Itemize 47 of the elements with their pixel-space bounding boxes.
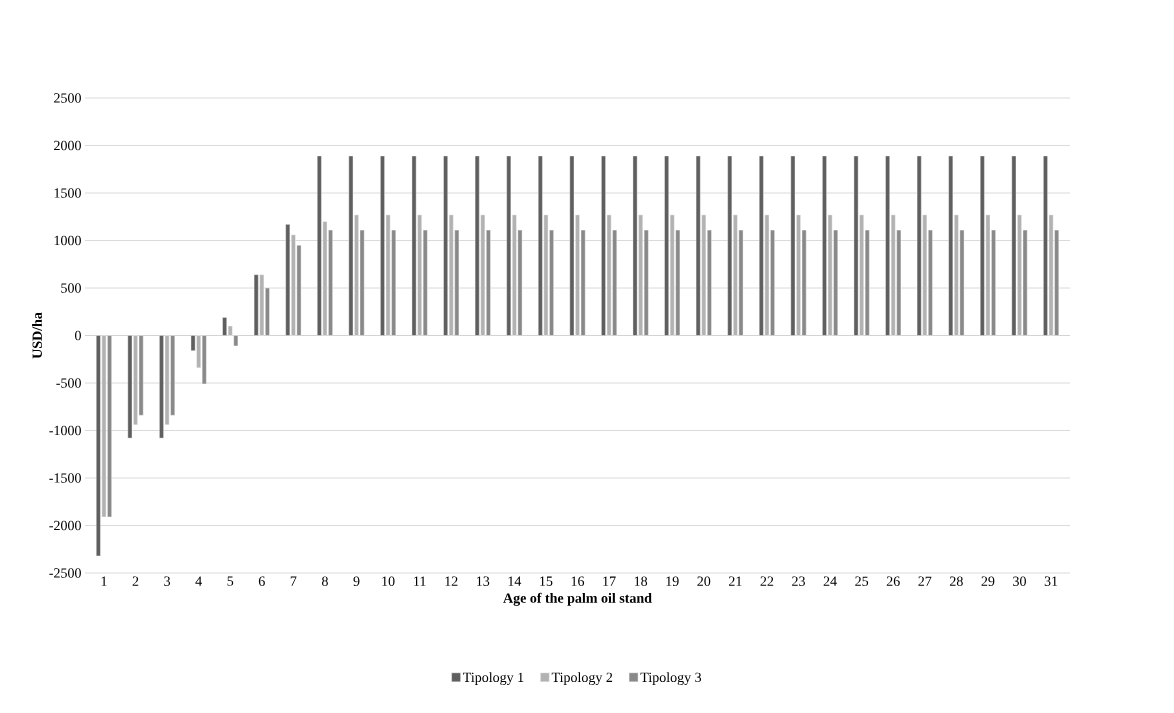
y-tick-label: 2500 (54, 93, 81, 103)
x-tick-label: 3 (164, 576, 171, 586)
x-tick-label: 23 (792, 576, 805, 586)
y-tick-label: -2500 (49, 568, 81, 578)
legend-label: Tipology 2 (551, 672, 613, 685)
x-tick-label: 7 (290, 576, 297, 586)
x-tick-label: 31 (1044, 576, 1058, 586)
legend-label: Tipology 3 (640, 672, 702, 685)
x-tick-label: 15 (540, 576, 553, 586)
y-tick-label: -2000 (49, 520, 81, 531)
y-tick-label: 1500 (54, 188, 81, 198)
y-tick-label: -1500 (49, 473, 81, 483)
x-tick-label: 28 (949, 576, 963, 586)
y-tick-label: 2000 (54, 140, 81, 151)
x-tick-label: 29 (981, 576, 995, 586)
x-tick-label: 21 (728, 576, 742, 586)
x-tick-label: 4 (195, 576, 202, 586)
x-tick-label: 11 (414, 576, 426, 586)
y-axis-title: USD/ha (32, 312, 42, 359)
x-tick-label: 8 (321, 576, 328, 586)
x-tick-label: 24 (823, 576, 837, 586)
x-tick-label: 27 (918, 576, 932, 586)
x-tick-label: 1 (101, 576, 107, 586)
x-tick-label: 22 (760, 576, 774, 586)
x-tick-label: 13 (477, 576, 490, 586)
x-tick-label: 18 (634, 576, 648, 586)
x-tick-label: 6 (258, 576, 265, 586)
x-tick-label: 19 (666, 576, 679, 586)
x-tick-label: 16 (571, 576, 585, 586)
y-tick-label: 1000 (54, 235, 81, 246)
y-tick-label: -1000 (49, 425, 81, 436)
y-tick-label: 0 (75, 330, 81, 341)
x-tick-label: 12 (445, 576, 458, 586)
y-tick-label: 500 (61, 283, 81, 293)
x-tick-label: 10 (382, 576, 395, 586)
x-axis-title: Age of the palm oil stand (503, 592, 652, 606)
y-tick-label: -500 (56, 378, 81, 388)
x-tick-label: 30 (1013, 576, 1026, 586)
x-tick-label: 17 (603, 576, 616, 586)
legend-label: Tipology 1 (463, 672, 524, 685)
x-tick-label: 2 (132, 576, 139, 586)
x-tick-label: 5 (227, 576, 234, 586)
x-tick-label: 20 (697, 576, 711, 586)
x-tick-label: 25 (855, 576, 869, 586)
x-tick-label: 9 (353, 576, 360, 586)
x-tick-label: 14 (508, 576, 522, 586)
x-tick-label: 26 (886, 576, 900, 586)
